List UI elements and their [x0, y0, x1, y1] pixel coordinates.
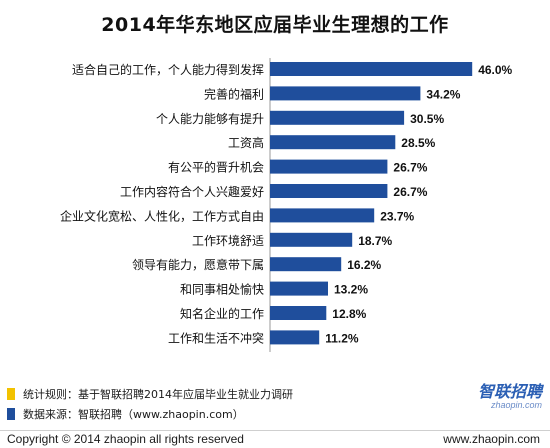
- bar-5: [270, 184, 388, 198]
- value-label-0: 46.0%: [478, 63, 512, 77]
- category-label-7: 工作环境舒适: [192, 233, 264, 248]
- value-label-8: 16.2%: [347, 258, 381, 272]
- bar-4: [270, 159, 388, 174]
- note-source-swatch: [7, 408, 15, 420]
- note-rule: 统计规则：基于智联招聘2014年应届毕业生就业力调研: [7, 385, 447, 403]
- footer-copyright: Copyright © 2014 zhaopin all rights rese…: [7, 432, 244, 446]
- bar-10: [270, 306, 327, 320]
- footer: Copyright © 2014 zhaopin all rights rese…: [0, 430, 550, 448]
- category-label-0: 适合自己的工作，个人能力得到发挥: [72, 62, 264, 77]
- value-label-1: 34.2%: [426, 87, 460, 101]
- note-source-text: 数据来源：智联招聘（www.zhaopin.com）: [23, 408, 244, 421]
- value-label-10: 12.8%: [332, 307, 366, 321]
- bar-7: [270, 232, 353, 247]
- category-label-9: 和同事相处愉快: [180, 282, 264, 297]
- bar-6: [270, 208, 375, 223]
- note-rule-text: 统计规则：基于智联招聘2014年应届毕业生就业力调研: [23, 388, 293, 401]
- bar-3: [270, 135, 396, 150]
- category-label-5: 工作内容符合个人兴趣爱好: [120, 184, 264, 199]
- category-label-3: 工资高: [228, 135, 264, 150]
- value-label-5: 26.7%: [393, 185, 427, 199]
- bar-0: [270, 62, 473, 76]
- note-source: 数据来源：智联招聘（www.zhaopin.com）: [7, 405, 447, 423]
- value-label-9: 13.2%: [334, 283, 368, 297]
- bar-8: [270, 257, 342, 272]
- bar-11: [270, 330, 320, 345]
- bar-chart: 适合自己的工作，个人能力得到发挥 46.0% 完善的福利 34.2% 个人能力能够有提升…: [60, 58, 513, 352]
- category-label-2: 个人能力能够有提升: [156, 111, 264, 126]
- footer-url: www.zhaopin.com: [443, 432, 540, 446]
- category-label-6: 企业文化宽松、人性化，工作方式自由: [60, 208, 264, 223]
- value-label-7: 18.7%: [358, 234, 392, 248]
- bar-2: [270, 110, 405, 125]
- category-label-8: 领导有能力，愿意带下属: [132, 257, 264, 272]
- bar-9: [270, 281, 328, 296]
- logo-subtext: zhaopin.com: [490, 400, 542, 410]
- category-label-4: 有公平的晋升机会: [168, 160, 264, 175]
- logo-text: 智联招聘: [477, 382, 542, 401]
- category-label-11: 工作和生活不冲突: [168, 330, 264, 345]
- value-label-3: 28.5%: [401, 136, 435, 150]
- value-label-4: 26.7%: [393, 161, 427, 175]
- value-label-2: 30.5%: [410, 112, 444, 126]
- value-label-6: 23.7%: [380, 209, 414, 223]
- category-label-1: 完善的福利: [204, 86, 264, 101]
- chart-title: 2014年华东地区应届毕业生理想的工作: [101, 14, 449, 36]
- value-label-11: 11.2%: [325, 331, 359, 345]
- bar-1: [270, 86, 421, 101]
- category-label-10: 知名企业的工作: [180, 306, 264, 321]
- bars-layer: 适合自己的工作，个人能力得到发挥 46.0% 完善的福利 34.2% 个人能力能够有提升…: [60, 62, 513, 345]
- zhaopin-logo: 智联招聘 zhaopin.com: [432, 378, 542, 418]
- notes: 统计规则：基于智联招聘2014年应届毕业生就业力调研 数据来源：智联招聘（www…: [7, 385, 447, 425]
- note-rule-swatch: [7, 388, 15, 400]
